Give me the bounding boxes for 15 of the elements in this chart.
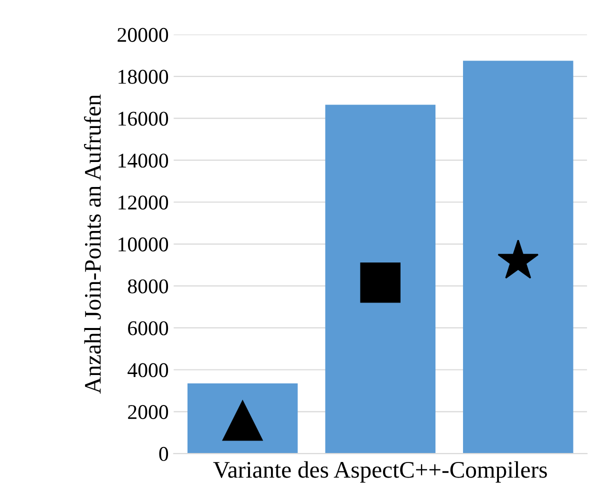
y-tick-label: 14000 xyxy=(118,154,168,168)
x-axis-title: Variante des AspectC++-Compilers xyxy=(213,461,547,483)
y-tick-label: 20000 xyxy=(118,28,168,42)
y-tick-label: 10000 xyxy=(118,237,168,252)
y-axis-title: Anzahl Join-Points an Aufrufen xyxy=(84,94,101,394)
y-tick-label: 0 xyxy=(159,446,168,461)
y-tick-label: 6000 xyxy=(128,321,168,336)
bar xyxy=(463,60,574,454)
y-tick-label: 2000 xyxy=(128,405,168,420)
y-tick-label: 16000 xyxy=(118,112,168,126)
y-tick-label: 18000 xyxy=(118,70,168,84)
y-tick-label: 12000 xyxy=(118,196,168,210)
bar xyxy=(325,104,436,454)
y-tick-label: 8000 xyxy=(128,279,168,294)
y-tick-label: 4000 xyxy=(128,363,168,378)
